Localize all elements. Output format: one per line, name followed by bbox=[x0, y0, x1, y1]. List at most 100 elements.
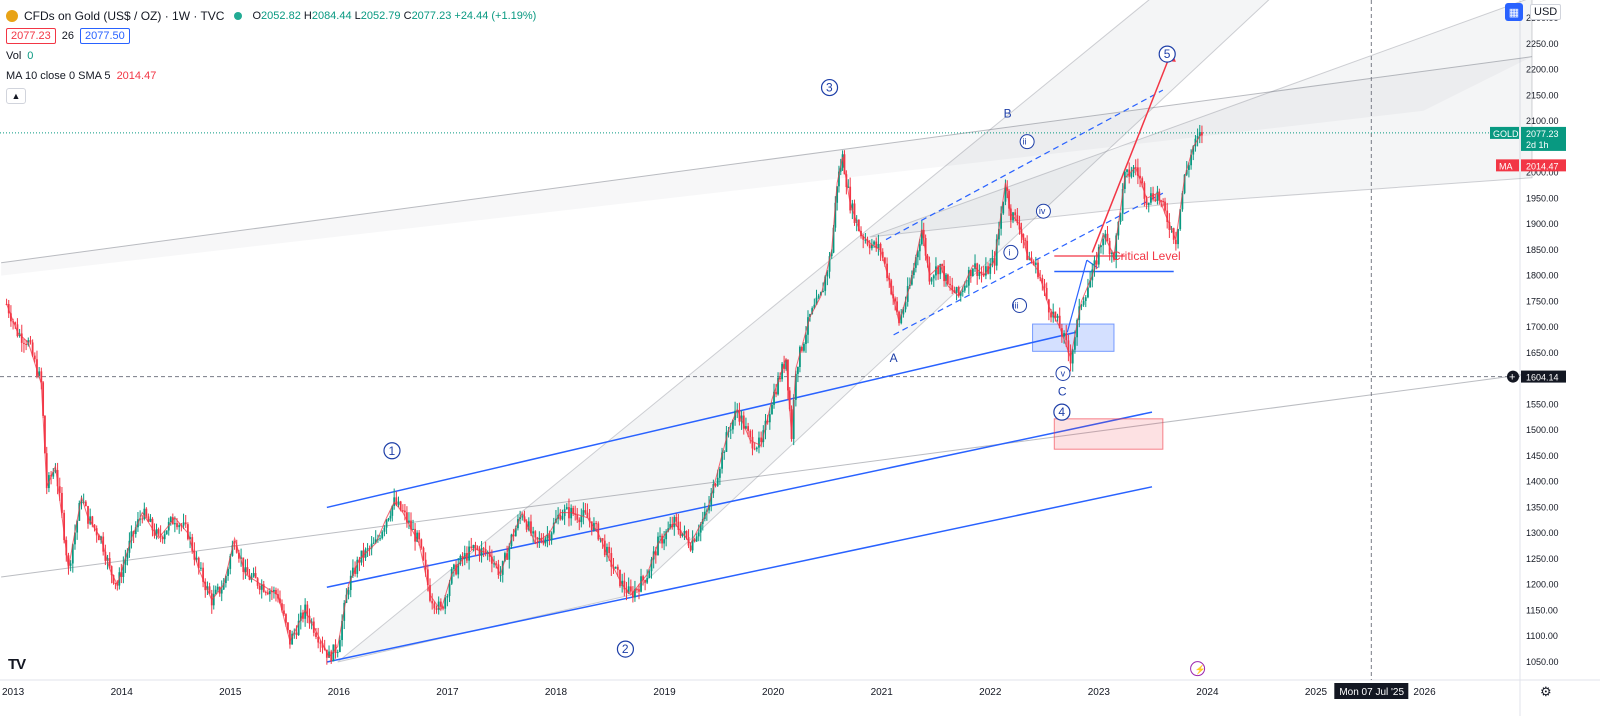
candle-body bbox=[725, 432, 728, 452]
candle-body bbox=[254, 573, 257, 579]
candle-body bbox=[124, 558, 127, 565]
buy-price-button[interactable]: 2077.50 bbox=[80, 28, 130, 44]
candle-body bbox=[788, 390, 791, 410]
calendar-icon[interactable]: ▦ bbox=[1505, 3, 1523, 21]
ma-indicator-label[interactable]: MA 10 close 0 SMA 5 bbox=[6, 70, 111, 82]
candle-body bbox=[459, 555, 462, 564]
wave-label-circle bbox=[383, 442, 401, 460]
price-tick-label: 1900.00 bbox=[1526, 219, 1559, 229]
candle-body bbox=[306, 604, 309, 616]
candle-body bbox=[186, 524, 189, 540]
candle-body bbox=[122, 564, 125, 577]
wave-label-5: 5 bbox=[1164, 47, 1171, 61]
candle-body bbox=[943, 265, 945, 282]
candle-body bbox=[646, 578, 649, 583]
gold-coin-icon bbox=[6, 10, 18, 22]
candle-body bbox=[534, 531, 537, 538]
candle-body bbox=[336, 652, 339, 654]
moving-average-line bbox=[6, 132, 1203, 658]
candle-body bbox=[1030, 257, 1033, 262]
candle-body bbox=[916, 251, 919, 258]
candle-body bbox=[654, 551, 657, 556]
candle-body bbox=[679, 529, 682, 536]
volume-indicator-label[interactable]: Vol bbox=[6, 50, 22, 62]
candle-body bbox=[974, 263, 976, 269]
volume-indicator-value: 0 bbox=[27, 50, 34, 62]
candle-body bbox=[1014, 212, 1017, 216]
sell-price-button[interactable]: 2077.23 bbox=[6, 28, 56, 44]
candle-body bbox=[106, 558, 109, 561]
candle-body bbox=[787, 359, 789, 391]
candle-body bbox=[675, 516, 678, 522]
candle-body bbox=[437, 601, 440, 610]
candle-body bbox=[58, 486, 61, 493]
tradingview-logo-icon[interactable]: TV bbox=[8, 656, 26, 673]
candle-body bbox=[768, 414, 771, 423]
candle-body bbox=[1106, 233, 1109, 241]
candle-body bbox=[951, 285, 954, 291]
price-tick-label: 2250.00 bbox=[1526, 39, 1559, 49]
candle-body bbox=[922, 229, 925, 239]
candle-body bbox=[1158, 191, 1161, 201]
candle-body bbox=[191, 537, 194, 551]
candle-body bbox=[819, 292, 822, 296]
candle-body bbox=[993, 257, 996, 266]
price-tick-label: 1850.00 bbox=[1526, 245, 1559, 255]
price-scale bbox=[1520, 0, 1600, 716]
candle-body bbox=[978, 271, 981, 276]
candle-body bbox=[143, 508, 146, 520]
candle-body bbox=[667, 528, 670, 532]
candle-body bbox=[273, 589, 275, 592]
candle-body bbox=[910, 275, 913, 285]
candle-body bbox=[189, 537, 191, 540]
chevron-up-icon[interactable]: ▲ bbox=[6, 88, 26, 104]
candle-body bbox=[841, 154, 844, 168]
candle-body bbox=[87, 506, 89, 524]
candle-body bbox=[693, 539, 696, 542]
candle-body bbox=[1166, 210, 1169, 223]
candle-body bbox=[195, 557, 198, 560]
candle-body bbox=[84, 501, 87, 507]
candle-body bbox=[412, 528, 414, 530]
candle-body bbox=[691, 539, 694, 551]
subwave-label-iv: iv bbox=[1039, 206, 1046, 216]
candle-body bbox=[595, 523, 598, 525]
candle-body bbox=[548, 534, 551, 541]
candle-body bbox=[184, 522, 187, 525]
candle-body bbox=[758, 437, 760, 448]
candle-body bbox=[900, 314, 903, 324]
candle-body bbox=[452, 564, 455, 569]
subwave-label-circle bbox=[1019, 134, 1035, 150]
candle-body bbox=[792, 399, 795, 439]
candle-body bbox=[410, 520, 412, 530]
candle-body bbox=[659, 535, 661, 537]
candle-body bbox=[89, 516, 92, 524]
candle-body bbox=[238, 552, 240, 559]
candle-body bbox=[957, 287, 960, 296]
candle-body bbox=[317, 636, 320, 643]
candle-body bbox=[721, 452, 723, 469]
candle-body bbox=[67, 555, 70, 566]
symbol-title[interactable]: CFDs on Gold (US$ / OZ) · 1W · TVC bbox=[24, 9, 225, 23]
candle-body bbox=[930, 278, 933, 282]
candle-body bbox=[134, 527, 137, 535]
gear-icon[interactable]: ⚙ bbox=[1540, 684, 1552, 699]
candle-body bbox=[836, 186, 839, 203]
candles bbox=[5, 124, 1203, 665]
candle-body bbox=[463, 553, 466, 559]
candle-body bbox=[493, 563, 495, 565]
candle-body bbox=[25, 343, 28, 345]
candle-body bbox=[586, 512, 589, 518]
candle-body bbox=[532, 531, 535, 534]
candle-body bbox=[252, 573, 255, 577]
candle-body bbox=[141, 518, 144, 520]
candle-body bbox=[1185, 169, 1188, 175]
candle-body bbox=[202, 567, 204, 582]
candle-body bbox=[866, 239, 869, 245]
candle-body bbox=[178, 525, 181, 528]
candle-body bbox=[332, 644, 335, 662]
candle-body bbox=[374, 539, 377, 543]
currency-selector[interactable]: USD bbox=[1530, 4, 1562, 20]
candle-body bbox=[1102, 238, 1105, 246]
